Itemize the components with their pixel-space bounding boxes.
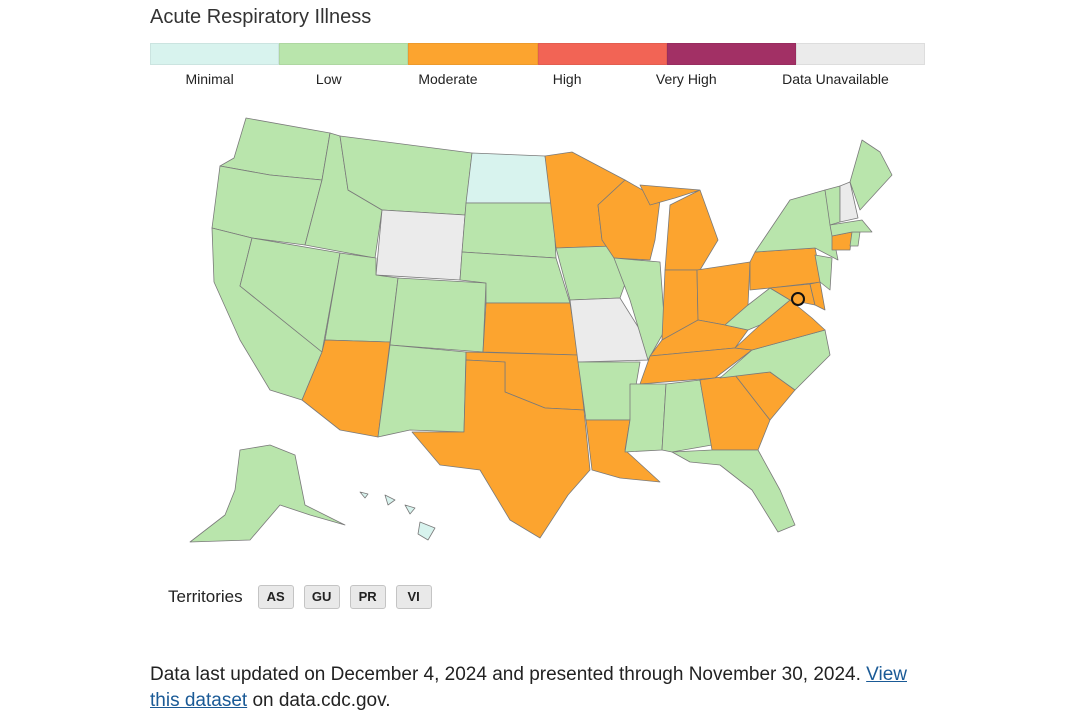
state-tennessee[interactable] <box>639 347 753 385</box>
states-layer <box>189 117 893 543</box>
legend-swatch-low <box>279 43 409 65</box>
state-new-york[interactable] <box>754 189 839 261</box>
legend-label-very-high: Very High <box>655 71 717 87</box>
legend-swatch-very-high <box>666 43 796 65</box>
state-texas[interactable] <box>411 359 591 539</box>
territory-button-as[interactable]: AS <box>257 585 294 609</box>
legend-label-minimal: Minimal <box>185 71 234 87</box>
legend-swatch-unavailable <box>795 43 926 65</box>
state-florida[interactable] <box>671 449 796 533</box>
legend: Minimal Low Moderate High Very High Data… <box>150 43 926 87</box>
legend-label-high: High <box>552 71 582 87</box>
legend-color-bar <box>150 43 926 65</box>
territory-button-pr[interactable]: PR <box>349 585 386 609</box>
data-update-note: Data last updated on December 4, 2024 an… <box>150 662 930 714</box>
state-new-hampshire[interactable] <box>839 181 859 223</box>
legend-label-unavailable: Data Unavailable <box>782 71 889 87</box>
state-mississippi[interactable] <box>624 383 667 453</box>
legend-swatch-high <box>537 43 667 65</box>
state-michigan[interactable] <box>639 184 719 271</box>
state-rhode-island[interactable] <box>849 231 861 247</box>
state-alaska[interactable] <box>189 444 346 543</box>
state-maine[interactable] <box>849 139 893 211</box>
state-new-mexico[interactable] <box>377 344 467 438</box>
legend-swatch-minimal <box>150 43 280 65</box>
state-district-of-columbia[interactable] <box>791 292 805 306</box>
state-new-jersey[interactable] <box>814 254 833 291</box>
state-north-dakota[interactable] <box>465 152 554 204</box>
state-alabama[interactable] <box>661 379 713 453</box>
view-dataset-link[interactable]: View this dataset <box>150 664 907 711</box>
state-colorado[interactable] <box>389 277 487 353</box>
legend-label-low: Low <box>315 71 342 87</box>
state-delaware[interactable] <box>809 281 826 311</box>
state-massachusetts[interactable] <box>829 219 873 237</box>
legend-swatch-moderate <box>408 43 538 65</box>
state-illinois[interactable] <box>613 257 666 361</box>
state-wisconsin[interactable] <box>597 179 661 261</box>
state-kansas[interactable] <box>482 302 579 356</box>
territory-button-vi[interactable]: VI <box>395 585 432 609</box>
footer-text-before: Data last updated on December 4, 2024 an… <box>150 664 867 685</box>
state-south-dakota[interactable] <box>461 202 557 259</box>
map-title: Acute Respiratory Illness <box>150 6 372 28</box>
state-wyoming[interactable] <box>375 209 466 281</box>
footer-text-after: on data.cdc.gov. <box>247 690 391 711</box>
territories-label: Territories <box>168 587 243 606</box>
legend-label-moderate: Moderate <box>418 71 478 87</box>
state-hawaii[interactable] <box>359 491 436 541</box>
territories-bar: Territories AS GU PR VI <box>168 585 442 609</box>
territory-button-gu[interactable]: GU <box>303 585 340 609</box>
